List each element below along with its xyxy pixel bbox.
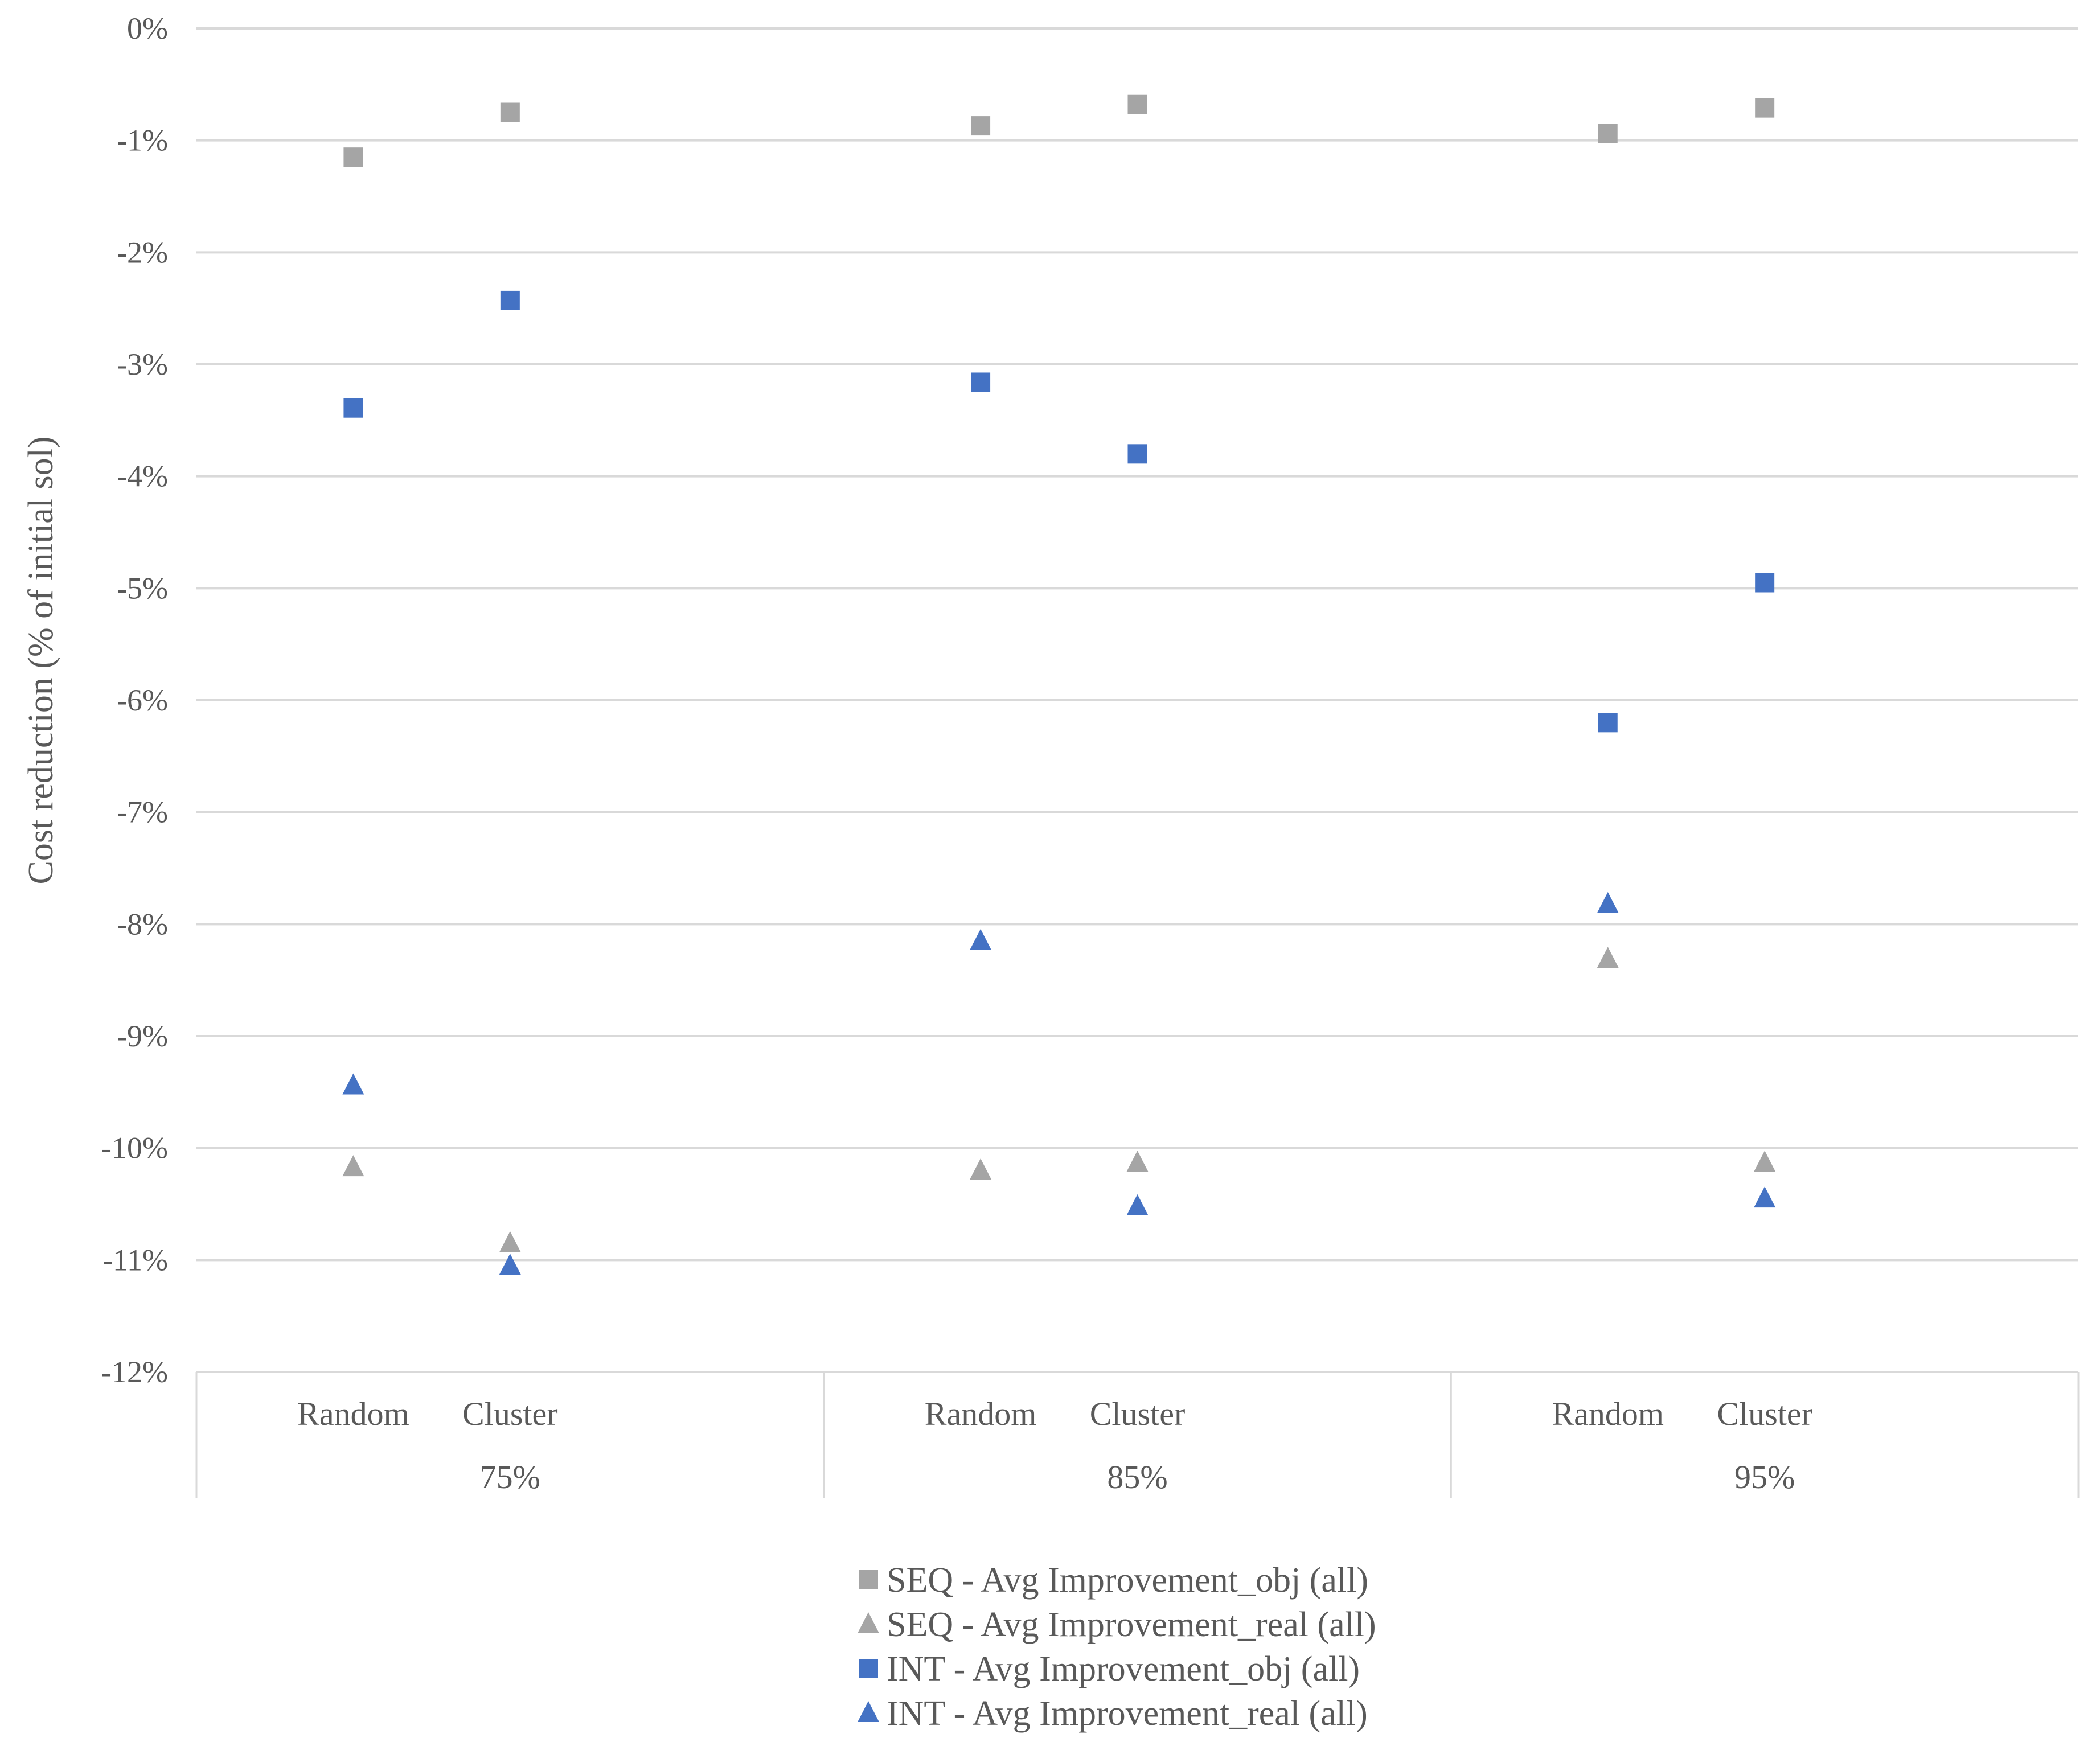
- data-point: [1126, 1194, 1149, 1215]
- data-point: [1126, 1151, 1149, 1172]
- legend-label: INT - Avg Improvement_obj (all): [887, 1650, 1360, 1688]
- data-point: [343, 398, 363, 418]
- data-point: [1597, 891, 1619, 913]
- data-points: [342, 94, 1776, 1275]
- x-group-label: 95%: [1734, 1458, 1795, 1495]
- data-point: [1755, 573, 1775, 593]
- y-tick-label: -1%: [117, 124, 168, 158]
- data-point: [970, 1158, 992, 1180]
- x-tick-label: Random: [297, 1395, 409, 1432]
- y-tick-label: -9%: [117, 1019, 168, 1053]
- data-point: [500, 102, 520, 122]
- y-tick-label: -3%: [117, 347, 168, 381]
- x-tick-label: Random: [1552, 1395, 1664, 1432]
- data-point: [1598, 713, 1618, 733]
- data-point: [1598, 124, 1618, 143]
- x-tick-label: Random: [925, 1395, 1037, 1432]
- y-tick-label: -10%: [101, 1131, 168, 1165]
- data-point: [970, 928, 992, 950]
- data-point: [500, 290, 520, 310]
- data-point: [1755, 98, 1775, 118]
- y-tick-label: 0%: [127, 11, 168, 46]
- data-point: [342, 1155, 364, 1177]
- y-axis-ticks: 0% -1% -2% -3% -4% -5% -6% -7% -8% -9% -10% -11% -12…: [101, 11, 168, 1389]
- x-group-label: 75%: [480, 1458, 540, 1495]
- data-point: [1127, 94, 1147, 114]
- data-point: [971, 116, 991, 136]
- y-tick-label: -12%: [101, 1355, 168, 1389]
- series-3: [343, 290, 1775, 733]
- data-point: [343, 147, 363, 167]
- data-point: [971, 372, 991, 392]
- x-tick-label: Cluster: [1090, 1395, 1186, 1432]
- legend-marker: [859, 1659, 878, 1678]
- y-tick-label: -8%: [117, 907, 168, 941]
- y-tick-label: -11%: [102, 1243, 168, 1277]
- legend-label: SEQ - Avg Improvement_obj (all): [887, 1561, 1368, 1600]
- series-4: [342, 891, 1776, 1275]
- data-point: [499, 1254, 521, 1275]
- legend-marker: [858, 1612, 879, 1633]
- y-tick-label: -6%: [117, 683, 168, 717]
- x-group-label: 85%: [1107, 1458, 1167, 1495]
- legend-marker: [858, 1701, 879, 1722]
- y-tick-label: -4%: [117, 459, 168, 494]
- legend: SEQ - Avg Improvement_obj (all) SEQ - Avg…: [858, 1561, 1376, 1733]
- x-axis: Random Cluster 75% Random Cluster 85% Random Cl…: [195, 1372, 2080, 1498]
- data-point: [1754, 1151, 1776, 1172]
- data-point: [342, 1073, 364, 1095]
- x-tick-label: Cluster: [462, 1395, 558, 1432]
- y-tick-label: -2%: [117, 235, 168, 269]
- series-1: [343, 94, 1775, 167]
- legend-label: INT - Avg Improvement_real (all): [887, 1694, 1368, 1733]
- y-tick-label: -5%: [117, 571, 168, 605]
- data-point: [1754, 1186, 1776, 1208]
- data-point: [499, 1231, 521, 1252]
- y-tick-label: -7%: [117, 795, 168, 829]
- y-axis-title: Cost reduction (% of initial sol): [22, 437, 60, 885]
- legend-label: SEQ - Avg Improvement_real (all): [887, 1605, 1376, 1644]
- series-2: [342, 947, 1776, 1252]
- x-tick-label: Cluster: [1717, 1395, 1812, 1432]
- legend-marker: [859, 1570, 878, 1589]
- data-point: [1597, 947, 1619, 968]
- data-point: [1127, 444, 1147, 464]
